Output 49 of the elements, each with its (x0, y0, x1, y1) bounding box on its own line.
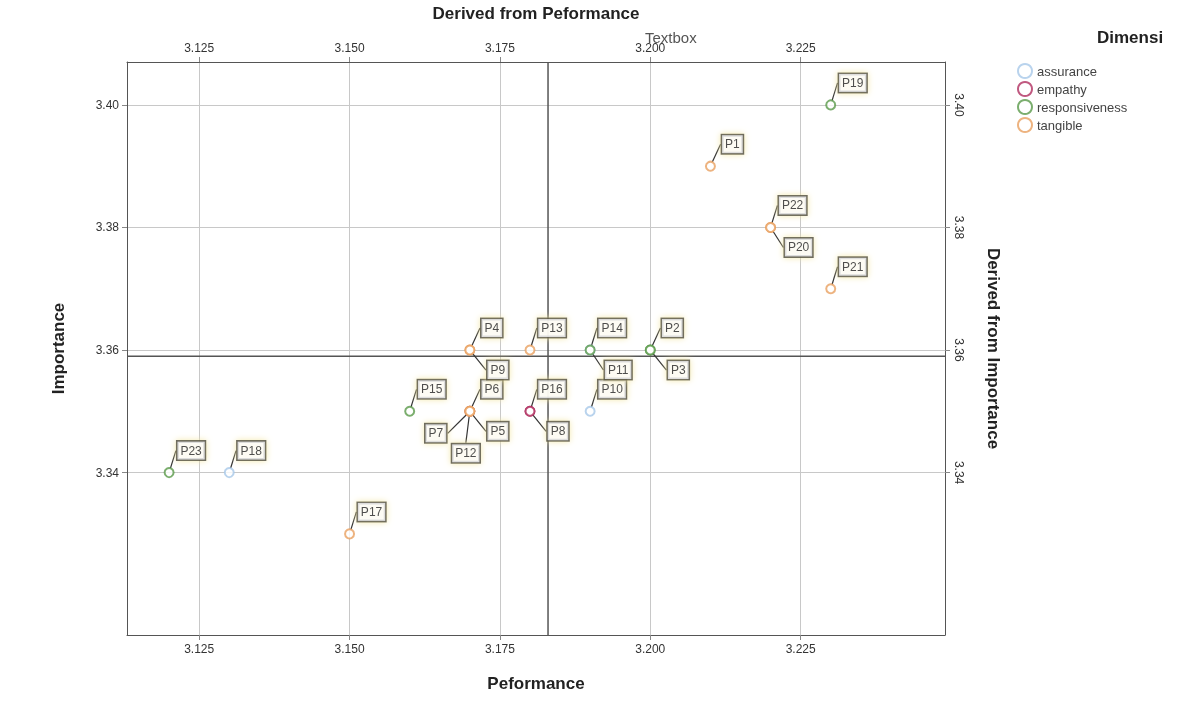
data-label: P10 (601, 382, 624, 397)
data-label: P20 (787, 240, 810, 255)
legend-label: assurance (1037, 63, 1097, 79)
data-label: P13 (541, 321, 563, 336)
data-label: P2 (664, 321, 680, 336)
y-tick-label: 3.40 (95, 97, 120, 112)
data-label: P3 (670, 363, 686, 378)
y-axis-title: Importance (49, 302, 68, 395)
x-tick-label: 3.125 (184, 642, 215, 656)
legend-label: empathy (1037, 81, 1088, 97)
data-label: P8 (550, 424, 566, 439)
y2-tick-label: 3.40 (952, 93, 966, 117)
x2-tick-label: 3.125 (184, 41, 215, 55)
y2-axis-title: Derived from Importance (984, 247, 1003, 450)
data-label: P9 (490, 363, 506, 378)
y2-tick-label: 3.34 (952, 460, 966, 485)
x-tick-label: 3.150 (334, 642, 365, 656)
data-label: P6 (484, 382, 500, 397)
data-label: P18 (240, 443, 263, 458)
data-label: P14 (601, 321, 624, 336)
data-label: P16 (541, 382, 563, 397)
legend-title: Dimensi (1097, 28, 1164, 47)
x-tick-label: 3.225 (785, 642, 816, 656)
data-label: P5 (490, 424, 506, 439)
x2-tick-label: 3.225 (785, 41, 816, 55)
data-label: P23 (180, 443, 203, 458)
data-label: P4 (484, 321, 500, 336)
data-label: P1 (725, 137, 741, 152)
data-label: P15 (421, 382, 443, 397)
x-axis-title: Peformance (487, 674, 585, 693)
legend-label: tangible (1037, 117, 1083, 133)
y-tick-label: 3.36 (95, 343, 120, 358)
x-tick-label: 3.200 (635, 642, 666, 656)
y-tick-label: 3.34 (95, 465, 120, 480)
data-label: P7 (428, 426, 444, 441)
x2-tick-label: 3.150 (334, 41, 365, 55)
x2-tick-label: 3.175 (484, 41, 516, 55)
data-label: P17 (360, 504, 383, 519)
x-tick-label: 3.175 (484, 642, 516, 656)
x2-axis-title: Derived from Peformance (432, 4, 640, 23)
data-label: P19 (842, 75, 864, 90)
data-label: P11 (607, 363, 629, 378)
data-label: P12 (455, 446, 477, 461)
y-tick-label: 3.38 (95, 220, 120, 235)
y2-tick-label: 3.38 (952, 215, 966, 240)
legend-label: responsiveness (1037, 99, 1128, 115)
data-label: P22 (781, 198, 804, 213)
y2-tick-label: 3.36 (952, 338, 966, 363)
data-label: P21 (842, 259, 864, 274)
